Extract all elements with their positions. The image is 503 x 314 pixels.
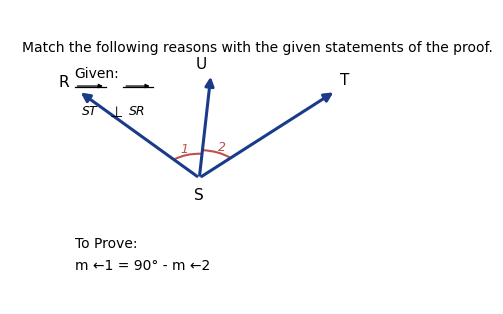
Text: To Prove:: To Prove:: [74, 237, 137, 251]
Text: U: U: [196, 57, 207, 72]
Text: Given:: Given:: [74, 67, 119, 81]
Text: 2: 2: [218, 140, 225, 154]
Text: m ←1 = 90° - m ←2: m ←1 = 90° - m ←2: [74, 259, 210, 273]
Text: R: R: [58, 75, 69, 90]
Text: S: S: [195, 187, 204, 203]
Text: SR: SR: [129, 106, 145, 118]
Text: ⊥: ⊥: [110, 106, 123, 120]
Text: 1: 1: [180, 143, 188, 156]
Text: ST: ST: [81, 106, 97, 118]
Text: Match the following reasons with the given statements of the proof.: Match the following reasons with the giv…: [22, 41, 493, 55]
Text: T: T: [340, 73, 349, 89]
